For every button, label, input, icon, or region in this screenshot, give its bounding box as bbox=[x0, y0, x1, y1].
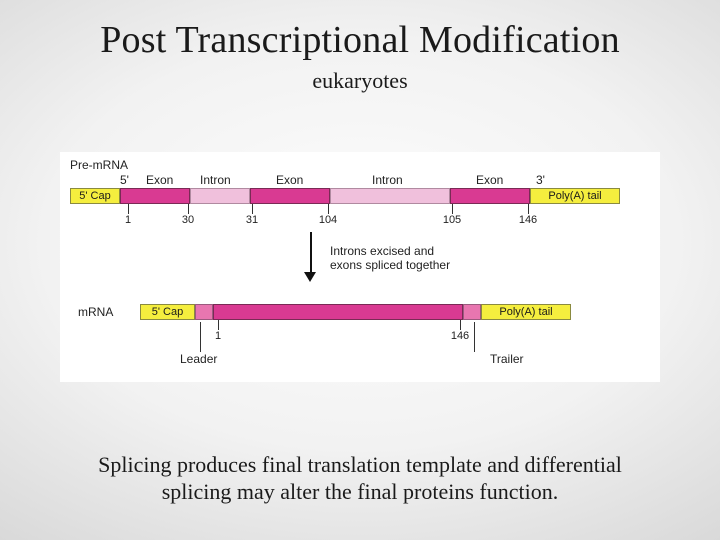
pre-cap: 5' Cap bbox=[70, 188, 120, 204]
tick bbox=[528, 204, 529, 214]
mrna-cap: 5' Cap bbox=[140, 304, 195, 320]
mrna-label: mRNA bbox=[78, 305, 113, 319]
trailer-label: Trailer bbox=[490, 352, 524, 366]
tick-label: 146 bbox=[519, 214, 537, 226]
page-title: Post Transcriptional Modification bbox=[0, 0, 720, 62]
intron-label-2: Intron bbox=[372, 173, 403, 187]
tick-label: 31 bbox=[246, 214, 258, 226]
figure-panel: Pre-mRNA 5' Exon Intron Exon Intron Exon… bbox=[60, 152, 660, 382]
tick bbox=[188, 204, 189, 214]
intron-label-1: Intron bbox=[200, 173, 231, 187]
pre-intron2 bbox=[330, 188, 450, 204]
five-prime-label: 5' bbox=[120, 173, 129, 187]
exon-label-1: Exon bbox=[146, 173, 173, 187]
splice-text-2: exons spliced together bbox=[330, 258, 450, 272]
tick-label: 104 bbox=[319, 214, 337, 226]
pre-mrna-label: Pre-mRNA bbox=[70, 158, 128, 172]
splice-text-1: Introns excised and bbox=[330, 244, 434, 258]
pre-exon2 bbox=[250, 188, 330, 204]
arrow-down-icon bbox=[304, 272, 316, 282]
caption-line-1: Splicing produces final translation temp… bbox=[98, 452, 622, 477]
mrna-leader bbox=[195, 304, 213, 320]
arrow-shaft bbox=[310, 232, 312, 274]
mrna-tail: Poly(A) tail bbox=[481, 304, 571, 320]
exon-label-2: Exon bbox=[276, 173, 303, 187]
pre-tail: Poly(A) tail bbox=[530, 188, 620, 204]
trailer-connector bbox=[474, 322, 475, 352]
tick bbox=[218, 320, 219, 330]
exon-label-3: Exon bbox=[476, 173, 503, 187]
page-subtitle: eukaryotes bbox=[0, 68, 720, 94]
tick-label: 1 bbox=[125, 214, 131, 226]
tick-label: 30 bbox=[182, 214, 194, 226]
tick bbox=[452, 204, 453, 214]
pre-exon1 bbox=[120, 188, 190, 204]
tick bbox=[328, 204, 329, 214]
caption-line-2: splicing may alter the final proteins fu… bbox=[162, 479, 559, 504]
tick-label: 105 bbox=[443, 214, 461, 226]
tick-label: 146 bbox=[451, 330, 469, 342]
mrna-exon bbox=[213, 304, 463, 320]
mrna-trailer bbox=[463, 304, 481, 320]
tick bbox=[460, 320, 461, 330]
leader-connector bbox=[200, 322, 201, 352]
pre-intron1 bbox=[190, 188, 250, 204]
caption: Splicing produces final translation temp… bbox=[0, 452, 720, 506]
pre-exon3 bbox=[450, 188, 530, 204]
tick bbox=[128, 204, 129, 214]
tick bbox=[252, 204, 253, 214]
three-prime-label: 3' bbox=[536, 173, 545, 187]
tick-label: 1 bbox=[215, 330, 221, 342]
leader-label: Leader bbox=[180, 352, 217, 366]
